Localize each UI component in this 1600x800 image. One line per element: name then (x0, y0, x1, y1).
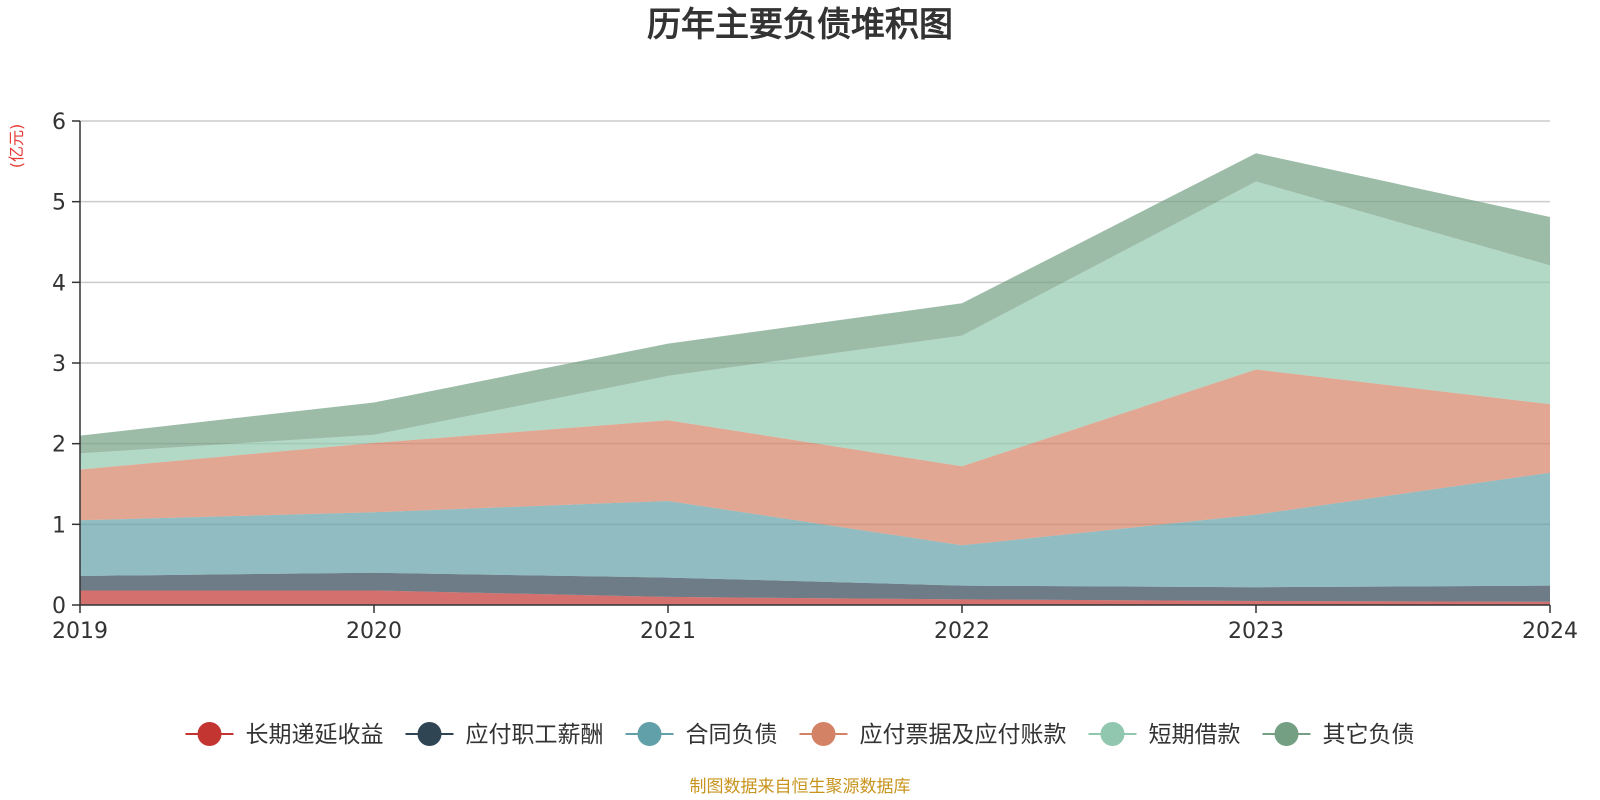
legend-marker (1274, 722, 1299, 746)
legend-label: 长期递延收益 (246, 722, 384, 748)
x-tick-label: 2023 (1228, 619, 1284, 644)
legend-label: 应付职工薪酬 (466, 722, 604, 748)
legend-item[interactable]: 短期借款 (1088, 722, 1241, 748)
x-tick-label: 2024 (1522, 619, 1578, 644)
legend-marker (811, 722, 836, 746)
legend-item[interactable]: 其它负债 (1262, 722, 1415, 748)
y-tick-label: 2 (52, 433, 66, 458)
area-series-band (80, 181, 1550, 470)
y-tick-label: 0 (52, 594, 66, 619)
y-tick-label: 6 (52, 110, 66, 135)
legend-item[interactable]: 长期递延收益 (185, 722, 384, 748)
legend: 长期递延收益 应付职工薪酬 合同负债 应付票据及应付账款 短期借款 其它负债 (185, 722, 1415, 748)
area-series-band (80, 369, 1550, 546)
source-note: 制图数据来自恒生聚源数据库 (690, 777, 911, 797)
legend-marker (197, 722, 222, 746)
legend-marker (417, 722, 442, 746)
legend-label: 合同负债 (686, 722, 778, 748)
y-tick-label: 1 (52, 513, 66, 538)
area-series-band (80, 472, 1550, 588)
legend-item[interactable]: 合同负债 (625, 722, 778, 748)
x-tick-label: 2019 (52, 619, 108, 644)
area-series-band (80, 590, 1550, 605)
area-series (80, 153, 1550, 605)
y-tick-label: 3 (52, 352, 66, 377)
legend-marker (1100, 722, 1125, 746)
y-tick-label: 5 (52, 191, 66, 216)
legend-item[interactable]: 应付票据及应付账款 (799, 722, 1067, 748)
legend-label: 其它负债 (1323, 722, 1415, 748)
y-tick-label: 4 (52, 271, 66, 296)
legend-marker (637, 722, 662, 746)
y-axis-unit-label: (亿元) (7, 124, 26, 169)
area-series-band (80, 153, 1550, 454)
legend-item[interactable]: 应付职工薪酬 (405, 722, 604, 748)
area-series-band (80, 572, 1550, 602)
axes: 0 1 2 3 4 5 6 2019 2020 2021 2022 2023 2024 (52, 110, 1578, 644)
legend-label: 短期借款 (1149, 722, 1241, 748)
x-tick-label: 2022 (934, 619, 990, 644)
legend-label: 应付票据及应付账款 (860, 722, 1067, 748)
x-tick-label: 2021 (640, 619, 696, 644)
x-tick-label: 2020 (346, 619, 402, 644)
chart-title: 历年主要负债堆积图 (647, 5, 953, 45)
